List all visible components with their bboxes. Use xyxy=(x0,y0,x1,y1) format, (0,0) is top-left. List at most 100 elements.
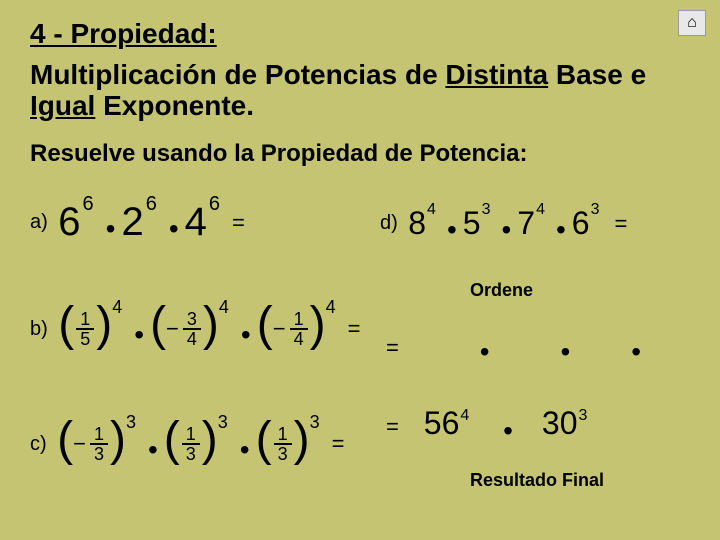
right-paren: ) xyxy=(203,301,219,349)
left-paren: ( xyxy=(150,301,166,349)
problem-b-expression: (15)4•(−34)4•(−14)4= xyxy=(58,305,366,353)
exponent: 3 xyxy=(482,201,491,219)
fraction-term: (13) xyxy=(256,420,310,468)
fraction-inner: 15 xyxy=(74,310,96,348)
base: 6 xyxy=(58,200,80,245)
numerator: 1 xyxy=(90,425,108,445)
left-paren: ( xyxy=(58,301,74,349)
right-paren: ) xyxy=(96,301,112,349)
left-paren: ( xyxy=(164,416,180,464)
fraction-inner: −14 xyxy=(273,310,310,348)
denominator: 5 xyxy=(76,330,94,348)
fraction: 13 xyxy=(182,425,200,463)
subtitle-text: Multiplicación de Potencias de xyxy=(30,59,445,90)
dot-operator: • xyxy=(631,336,641,367)
dot-operator: • xyxy=(560,336,570,367)
fraction-inner: 13 xyxy=(180,425,202,463)
dot-operator: • xyxy=(169,213,179,245)
dot-operator: • xyxy=(503,415,513,446)
problem-d-step2: = • • • xyxy=(380,330,647,362)
base: 8 xyxy=(408,205,426,242)
problem-c-expression: (−13)3•(13)3•(13)3= xyxy=(57,420,350,468)
exponent: 4 xyxy=(536,201,545,219)
dot-operator: • xyxy=(480,336,490,367)
fraction: 34 xyxy=(183,310,201,348)
exponent: 6 xyxy=(209,193,220,216)
fraction-inner: −34 xyxy=(166,310,203,348)
exponent: 4 xyxy=(112,297,122,318)
instruction-text: Resuelve usando la Propiedad de Potencia… xyxy=(30,140,527,168)
problem-d: d) 84 • 53 • 74 • 63 = xyxy=(380,205,633,242)
numerator: 3 xyxy=(183,310,201,330)
base: 4 xyxy=(185,200,207,245)
right-paren: ) xyxy=(310,301,326,349)
exponent: 4 xyxy=(326,297,336,318)
fraction-term: (−13) xyxy=(57,420,126,468)
base: 6 xyxy=(572,205,590,242)
base: 7 xyxy=(517,205,535,242)
subtitle-underline-2: Igual xyxy=(30,90,95,121)
base: 2 xyxy=(121,200,143,245)
minus-sign: − xyxy=(73,433,86,455)
fraction: 13 xyxy=(90,425,108,463)
exponent: 3 xyxy=(591,201,600,219)
numerator: 1 xyxy=(76,310,94,330)
fraction: 14 xyxy=(290,310,308,348)
exponent: 3 xyxy=(218,412,228,433)
exponent: 3 xyxy=(310,412,320,433)
home-button[interactable]: ⌂ xyxy=(678,10,706,36)
problem-c: c) (−13)3•(13)3•(13)3= xyxy=(30,420,350,468)
exponent: 6 xyxy=(146,193,157,216)
base: 30 xyxy=(542,405,578,441)
page-subtitle: Multiplicación de Potencias de Distinta … xyxy=(30,60,690,122)
ordene-label: Ordene xyxy=(470,280,533,301)
exponent: 6 xyxy=(83,193,94,216)
denominator: 3 xyxy=(182,445,200,463)
dot-operator: • xyxy=(556,214,566,246)
minus-sign: − xyxy=(273,318,286,340)
left-paren: ( xyxy=(257,301,273,349)
label-c: c) xyxy=(30,433,47,456)
label-a: a) xyxy=(30,211,48,234)
equals: = xyxy=(386,414,399,439)
home-icon: ⌂ xyxy=(687,14,697,32)
problem-d-step3: = 564 • 303 xyxy=(380,405,592,442)
equals: = xyxy=(386,335,399,360)
subtitle-text: Base e xyxy=(548,59,646,90)
fraction-term: (−34) xyxy=(150,305,219,353)
numerator: 1 xyxy=(182,425,200,445)
dot-operator: • xyxy=(241,319,251,351)
fraction: 13 xyxy=(274,425,292,463)
exponent: 4 xyxy=(219,297,229,318)
label-d: d) xyxy=(380,212,398,235)
final-result-label: Resultado Final xyxy=(470,470,604,491)
denominator: 3 xyxy=(274,445,292,463)
dot-operator: • xyxy=(240,434,250,466)
fraction-inner: 13 xyxy=(272,425,294,463)
equals: = xyxy=(348,316,361,342)
minus-sign: − xyxy=(166,318,179,340)
problem-b: b) (15)4•(−34)4•(−14)4= xyxy=(30,305,366,353)
numerator: 1 xyxy=(274,425,292,445)
left-paren: ( xyxy=(57,416,73,464)
denominator: 3 xyxy=(90,445,108,463)
page-title: 4 - Propiedad: xyxy=(30,18,217,50)
equals: = xyxy=(232,210,245,236)
fraction-term: (15) xyxy=(58,305,112,353)
right-paren: ) xyxy=(110,416,126,464)
dot-operator: • xyxy=(134,319,144,351)
dot-operator: • xyxy=(501,214,511,246)
problem-a-expression: 66 • 26 • 46 = xyxy=(58,200,251,245)
equals: = xyxy=(332,431,345,457)
dot-operator: • xyxy=(148,434,158,466)
left-paren: ( xyxy=(256,416,272,464)
numerator: 1 xyxy=(290,310,308,330)
exponent: 4 xyxy=(427,201,436,219)
denominator: 4 xyxy=(183,330,201,348)
fraction: 15 xyxy=(76,310,94,348)
exponent: 3 xyxy=(126,412,136,433)
dot-operator: • xyxy=(106,213,116,245)
right-paren: ) xyxy=(294,416,310,464)
problem-d-expression: 84 • 53 • 74 • 63 = xyxy=(408,205,633,242)
equals: = xyxy=(615,211,628,237)
